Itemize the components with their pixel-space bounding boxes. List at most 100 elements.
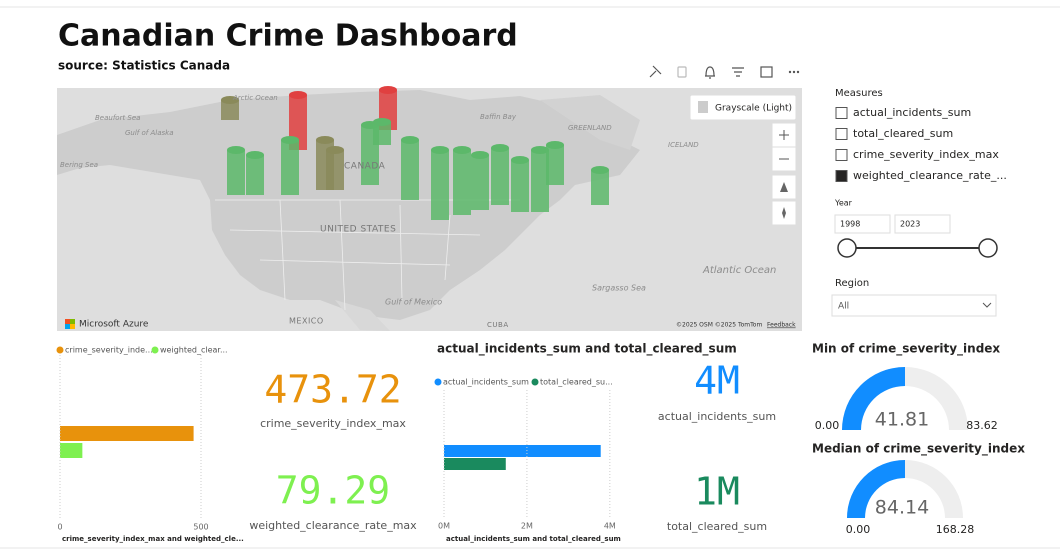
map-column (326, 150, 344, 190)
map-column (431, 150, 449, 220)
region-dropdown[interactable] (831, 294, 997, 317)
slicer-title: Year (834, 199, 853, 208)
map-visual[interactable]: Arctic Ocean Beaufort Sea Baffin Bay GRE… (57, 86, 802, 331)
year-end-box[interactable] (894, 214, 951, 234)
legend-marker (151, 346, 159, 354)
map-column-top (491, 144, 509, 152)
map-borders (215, 199, 520, 311)
visual-header-icons (649, 65, 800, 79)
map-column-top (471, 151, 489, 159)
map-column (531, 150, 549, 212)
charts: crime_severity_inde... weighted_clear... 0… (56, 346, 621, 543)
map-copyright: ©2025 OSM ©2025 TomTom (676, 322, 762, 329)
map-column-top (289, 91, 307, 99)
compass[interactable] (771, 200, 797, 226)
checkbox[interactable] (835, 170, 848, 182)
map-label: UNITED STATES (320, 225, 396, 235)
map-column-top (373, 118, 391, 126)
map-column-top (227, 146, 245, 154)
card-value: 1M (694, 470, 740, 514)
year-slider-handle[interactable] (978, 238, 998, 258)
map-label: Baffin Bay (480, 113, 517, 121)
map-label: Bering Sea (60, 161, 98, 169)
map-feedback[interactable]: Feedback (767, 322, 796, 329)
more-icon[interactable] (788, 70, 800, 74)
card-value: 473.72 (264, 368, 401, 412)
map-column (281, 140, 299, 195)
gauge-value (842, 367, 905, 430)
map-column-top (546, 141, 564, 149)
legend-label: crime_severity_inde... (65, 346, 153, 355)
map-label: CANADA (344, 162, 386, 172)
bar (60, 443, 83, 458)
slicer-item: crime_severity_index_max (853, 148, 999, 161)
region-selected: All (838, 302, 849, 312)
x-tick-label: 4M (604, 522, 616, 531)
focus-icon[interactable] (760, 66, 773, 78)
gauge-value (847, 460, 905, 518)
map-column (221, 100, 239, 120)
year-slider-handle[interactable] (837, 238, 857, 258)
gauge-min: 0.00 (846, 523, 871, 536)
map-column-top (379, 86, 397, 94)
map-label: ICELAND (668, 141, 699, 149)
slicer-title: Region (835, 278, 869, 289)
map-style-label: Grayscale (Light) (715, 104, 792, 114)
gauges: Min of crime_severity_index 0.00 83.62 41.8… (812, 342, 1025, 537)
copy-icon[interactable] (677, 66, 687, 78)
map-column (453, 150, 471, 215)
x-axis-title: actual_incidents_sum and total_cleared_s… (446, 535, 621, 543)
tilt[interactable] (771, 174, 797, 200)
pin-icon[interactable] (649, 65, 662, 78)
map-column (491, 148, 509, 205)
card-label: total_cleared_sum (667, 520, 767, 533)
legend-label: total_cleared_su... (540, 378, 613, 387)
map-label: GREENLAND (568, 124, 612, 132)
card-label: crime_severity_index_max (260, 417, 406, 430)
year-start-box[interactable] (834, 214, 891, 234)
bar (444, 445, 601, 457)
map-column (471, 155, 489, 210)
map-label: Gulf of Mexico (385, 298, 442, 307)
gauge-value-label: 84.14 (875, 497, 929, 519)
map-column-top (246, 151, 264, 159)
map-label: Beaufort Sea (95, 114, 140, 122)
checkbox[interactable] (835, 128, 848, 140)
checkbox[interactable] (835, 107, 848, 119)
slicer-item: weighted_clearance_rate_... (853, 169, 1007, 182)
map-column (289, 95, 307, 150)
slicer-item: actual_incidents_sum (853, 106, 971, 119)
x-tick-label: 500 (193, 523, 208, 532)
map-gulf (335, 300, 390, 331)
map-label: MEXICO (289, 317, 324, 326)
map-column-top (316, 136, 334, 144)
gauge-min: 0.00 (815, 419, 840, 432)
bar (60, 426, 194, 441)
map-column (246, 155, 264, 195)
checkbox[interactable] (835, 149, 848, 161)
bar (444, 458, 506, 470)
map-column-top (431, 146, 449, 154)
legend-marker (434, 378, 442, 386)
map-column (401, 140, 419, 200)
year-end: 2023 (900, 220, 920, 229)
map-style-button[interactable] (689, 94, 797, 121)
card-label: actual_incidents_sum (658, 410, 776, 423)
map-greenland (540, 95, 640, 150)
card-value: 4M (694, 359, 740, 403)
azure-logo (65, 319, 75, 329)
map-column-top (511, 156, 529, 164)
filter-icon[interactable] (732, 67, 744, 77)
x-tick-label: 0M (438, 522, 450, 531)
gauge-max: 168.28 (936, 523, 975, 536)
gauge-max: 83.62 (966, 419, 998, 432)
slicer-title: Measures (835, 88, 883, 99)
dropdown-chevron (982, 302, 992, 308)
map-column-top (326, 146, 344, 154)
measures-slicer: actual_incidents_sum total_cleared_sumcri… (835, 106, 1007, 182)
alert-icon[interactable] (705, 66, 715, 79)
legend-label: weighted_clear... (160, 346, 228, 355)
map-column-top (281, 136, 299, 144)
chart-title: actual_incidents_sum and total_cleared_s… (437, 342, 737, 357)
year-start: 1998 (840, 220, 860, 229)
